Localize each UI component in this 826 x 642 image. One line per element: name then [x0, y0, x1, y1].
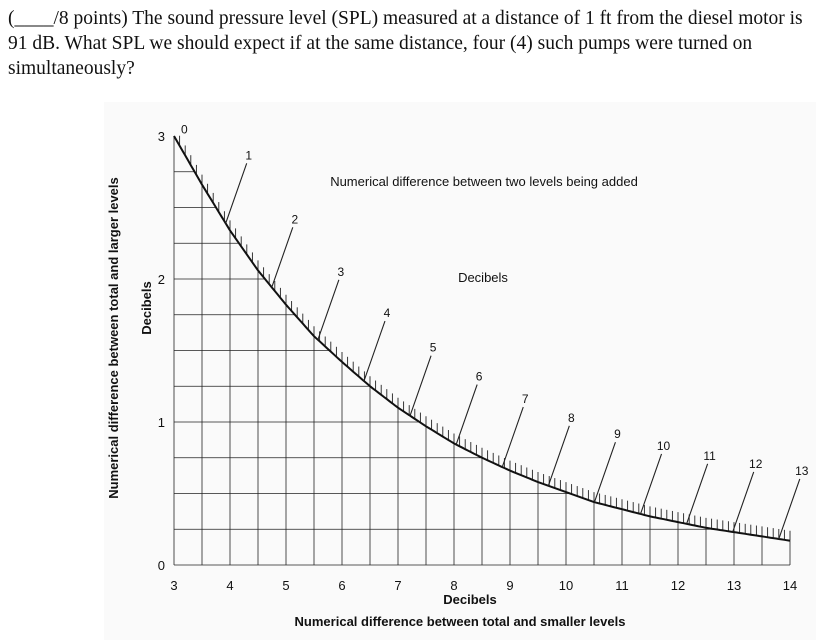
diagonal-scale-line [363, 320, 386, 382]
diagonal-scale-line [640, 453, 663, 515]
diagonal-scale-line [317, 279, 340, 340]
curve-scale-label: 10 [657, 439, 671, 453]
curve-scale-label: 2 [291, 212, 298, 226]
curve-scale-label: 3 [338, 265, 345, 279]
question-text: (____/8 points) The sound pressure level… [8, 6, 820, 81]
y-tick-labels: 0 1 2 3 [158, 129, 165, 573]
diagonal-scale-line [686, 463, 709, 525]
curve-scale-label: 0 [181, 123, 188, 137]
curve-hatches [179, 135, 791, 541]
addition-curve [173, 135, 791, 542]
diagonal-scale-line [501, 406, 524, 468]
x-tick-label: 9 [506, 578, 513, 593]
curve-scale-label: 6 [476, 370, 483, 384]
grid [173, 136, 791, 566]
x-tick-labels: 3 4 5 6 7 8 9 10 11 12 13 14 [170, 578, 797, 593]
x-tick-label: 4 [226, 578, 233, 593]
x-tick-label: 8 [450, 578, 457, 593]
diagonal-scale-line [455, 384, 478, 445]
question-body: The sound pressure level (SPL) measured … [8, 8, 803, 79]
x-axis-label-primary: Decibels [443, 592, 496, 607]
curve-label: Numerical difference between two levels … [330, 174, 638, 189]
curve-scale-label: 5 [430, 341, 437, 355]
points-prefix: (____/8 points) [8, 8, 128, 29]
curve-scale-label: 7 [522, 392, 529, 406]
x-tick-label: 7 [394, 578, 401, 593]
curve-scale-label: 12 [749, 457, 763, 471]
diagonal-scale-line [778, 478, 801, 540]
diagonal-scale-line [732, 471, 755, 533]
x-tick-label: 14 [783, 578, 797, 593]
y-axis-label-primary: Decibels [139, 281, 154, 334]
y-tick-label: 3 [158, 129, 165, 144]
diagonal-scale-line [409, 355, 432, 416]
x-tick-label: 10 [559, 578, 573, 593]
x-tick-label: 3 [170, 578, 177, 593]
curve-scale-label: 8 [568, 411, 575, 425]
x-tick-label: 6 [338, 578, 345, 593]
y-tick-label: 0 [158, 558, 165, 573]
curve-scale-label: 13 [795, 464, 809, 478]
curve-scale-label: 9 [614, 427, 621, 441]
diagonal-scale-line [271, 227, 294, 288]
curve-scale-label: 1 [245, 148, 252, 162]
x-tick-label: 5 [282, 578, 289, 593]
curve-unit-label: Decibels [458, 270, 508, 285]
figure-background [104, 102, 816, 640]
diagonal-scale-line [547, 425, 570, 486]
curve-scale-label: 4 [384, 306, 391, 320]
x-tick-label: 13 [727, 578, 741, 593]
y-tick-label: 1 [158, 415, 165, 430]
x-axis-label-secondary: Numerical difference between total and s… [295, 614, 626, 629]
x-tick-label: 11 [615, 578, 629, 593]
y-tick-label: 2 [158, 272, 165, 287]
x-tick-label: 12 [671, 578, 685, 593]
diagonal-scale-line [593, 442, 616, 503]
y-axis-label-secondary: Numerical difference between total and l… [106, 177, 121, 499]
curve-scale-label: 11 [703, 449, 716, 463]
diagonal-scale-line [225, 163, 248, 224]
